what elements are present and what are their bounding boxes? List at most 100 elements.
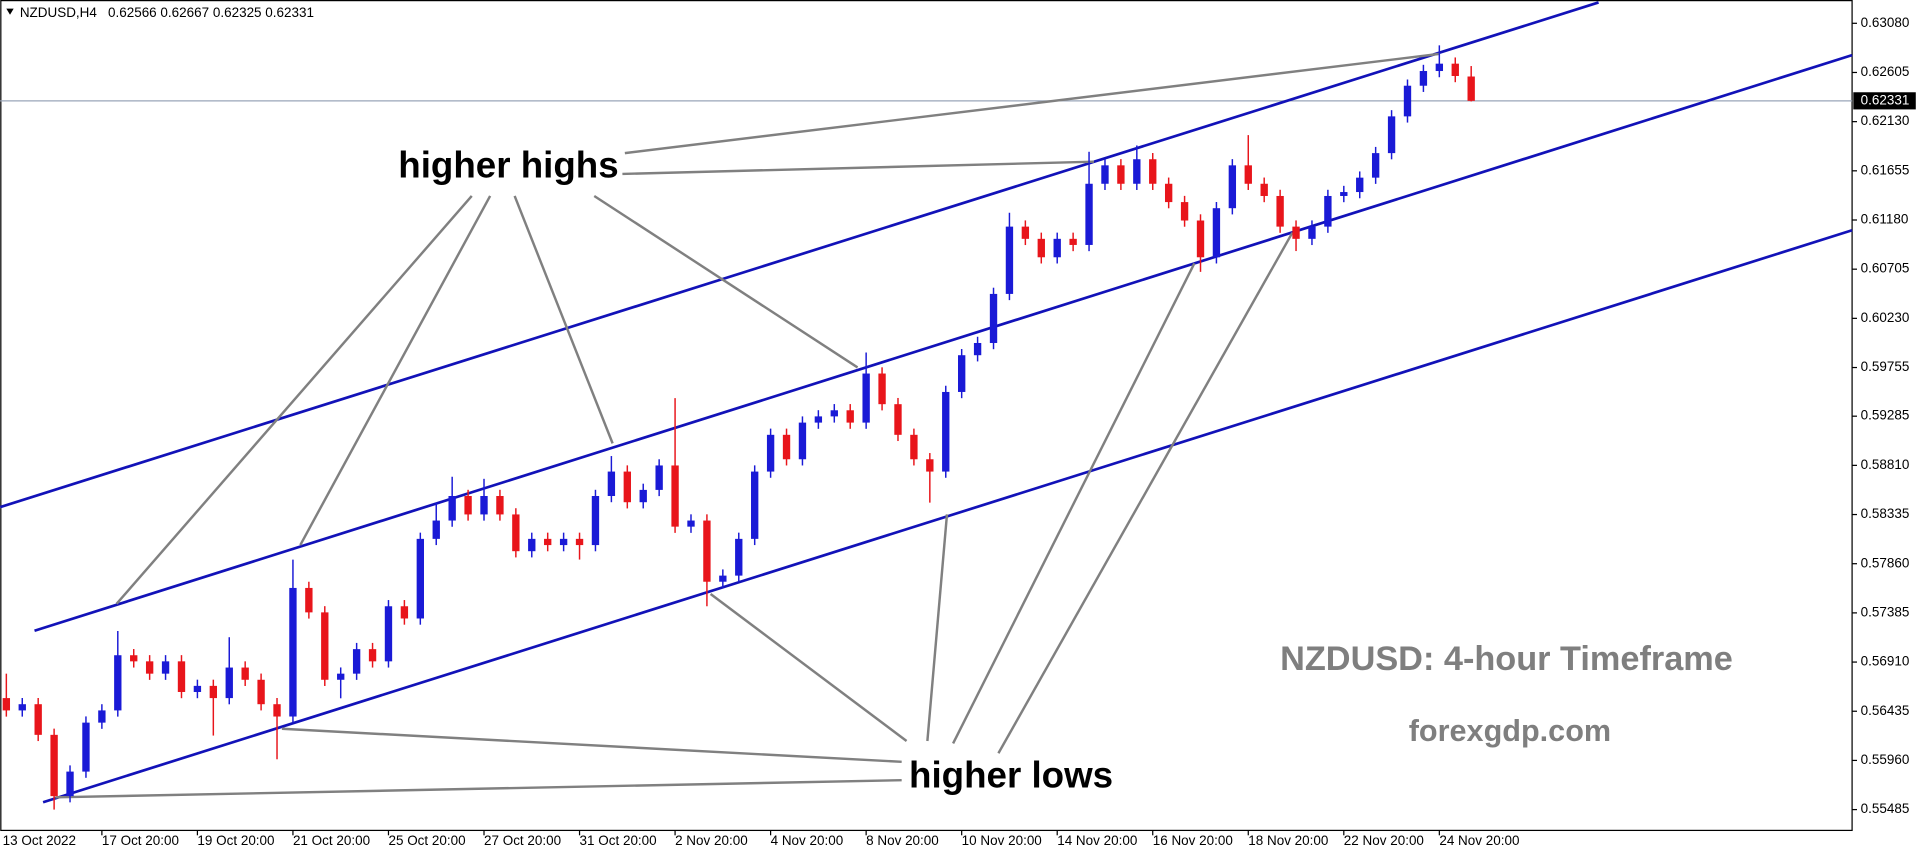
channel-line xyxy=(0,1,1599,509)
candle-body xyxy=(1260,183,1268,196)
candle-body xyxy=(50,734,58,797)
candle-body xyxy=(1308,226,1316,239)
x-tick-label: 31 Oct 20:00 xyxy=(580,833,657,848)
pointer-line xyxy=(281,727,902,764)
x-tick-label: 13 Oct 2022 xyxy=(3,833,76,848)
x-tick-label: 25 Oct 20:00 xyxy=(388,833,465,848)
y-tick-label: 0.55960 xyxy=(1861,752,1910,767)
candle-body xyxy=(607,471,616,497)
candle-body xyxy=(671,465,679,527)
y-tick-label: 0.60705 xyxy=(1861,261,1910,276)
candle-body xyxy=(958,355,966,392)
pointer-line xyxy=(299,195,492,546)
candle-body xyxy=(544,538,552,546)
x-tick-label: 24 Nov 20:00 xyxy=(1439,833,1519,848)
source: forexgdp.com xyxy=(1409,714,1611,748)
y-tick-label: 0.57860 xyxy=(1861,555,1910,570)
candles xyxy=(2,45,1475,810)
pointer-line xyxy=(55,778,902,799)
candle-body xyxy=(1164,183,1173,203)
ohlc-open: 0.62566 xyxy=(108,5,157,20)
pointer-line xyxy=(622,160,1094,176)
x-tick-label: 18 Nov 20:00 xyxy=(1248,833,1328,848)
candle-body xyxy=(1451,63,1459,76)
x-tick-label: 21 Oct 20:00 xyxy=(293,833,370,848)
candle-body xyxy=(512,514,520,552)
pointer-line xyxy=(624,52,1440,155)
candle-body xyxy=(1005,226,1014,294)
candle-body xyxy=(98,710,106,723)
candle-body xyxy=(1356,177,1364,193)
candle-body xyxy=(1021,226,1030,239)
candle-body xyxy=(862,373,870,423)
candle-body xyxy=(1196,220,1205,258)
candle-body xyxy=(193,685,202,692)
symbol-header: NZDUSD,H4 0.62566 0.62667 0.62325 0.6233… xyxy=(20,5,314,20)
x-tick-label: 16 Nov 20:00 xyxy=(1153,833,1233,848)
candle-body xyxy=(496,496,504,515)
ohlc-close: 0.62331 xyxy=(265,5,314,20)
candle-body xyxy=(1228,165,1237,209)
candle-body xyxy=(161,661,170,674)
candle-body xyxy=(703,520,711,582)
candle-body xyxy=(1340,192,1348,196)
candle-body xyxy=(368,649,377,662)
candle-body xyxy=(1387,116,1396,154)
candle-body xyxy=(1053,238,1061,258)
candle-body xyxy=(1180,202,1189,221)
candle-body xyxy=(782,434,791,460)
x-tick-label: 19 Oct 20:00 xyxy=(197,833,274,848)
y-tick-label: 0.58810 xyxy=(1861,457,1910,472)
symbol: NZDUSD,H4 xyxy=(20,5,98,20)
candle-body xyxy=(18,704,26,711)
candle-body xyxy=(66,771,74,797)
pointer-line xyxy=(709,593,908,742)
candle-body xyxy=(1324,195,1332,227)
candle-body xyxy=(687,520,695,527)
watermark: NZDUSD: 4-hour Timeframe xyxy=(1280,640,1733,678)
candle-body xyxy=(926,459,934,472)
ohlc-low: 0.62325 xyxy=(213,5,262,20)
candle-body xyxy=(145,661,154,674)
candle-body xyxy=(575,538,584,546)
candle-body xyxy=(942,391,950,472)
candle-body xyxy=(989,293,998,343)
candle-body xyxy=(305,587,313,613)
y-tick-label: 0.56910 xyxy=(1861,654,1910,669)
candle-body xyxy=(448,496,456,521)
x-tick-label: 27 Oct 20:00 xyxy=(484,833,561,848)
candle-body xyxy=(1101,165,1109,184)
drawing-layer xyxy=(0,1,1853,804)
menu-arrow xyxy=(6,8,14,15)
x-tick-label: 2 Nov 20:00 xyxy=(675,833,748,848)
price-tag-label: 0.62331 xyxy=(1861,92,1910,107)
candle-body xyxy=(766,434,775,472)
y-tick-label: 0.58335 xyxy=(1861,506,1910,521)
candle-body xyxy=(273,704,281,717)
candle-body xyxy=(910,434,918,460)
x-tick-label: 22 Nov 20:00 xyxy=(1344,833,1424,848)
candle-body xyxy=(1276,195,1284,227)
candle-body xyxy=(1212,208,1221,258)
candle-body xyxy=(973,342,982,356)
candle-body xyxy=(321,612,329,680)
candle-body xyxy=(751,471,759,539)
x-tick-label: 14 Nov 20:00 xyxy=(1057,833,1137,848)
candle-body xyxy=(82,722,90,772)
x-tick-label: 17 Oct 20:00 xyxy=(102,833,179,848)
pointer-line xyxy=(997,232,1294,754)
candle-body xyxy=(814,416,823,423)
candle-body xyxy=(1371,153,1380,178)
candle-body xyxy=(1292,226,1300,239)
candle-body xyxy=(480,496,488,515)
candle-body xyxy=(528,538,536,552)
candle-body xyxy=(623,471,631,503)
y-tick-label: 0.61655 xyxy=(1861,162,1910,177)
candle-body xyxy=(384,606,393,662)
candle-body xyxy=(337,673,345,680)
candle-body xyxy=(289,587,297,717)
candle-body xyxy=(894,404,902,435)
candle-body xyxy=(257,679,265,705)
y-tick-label: 0.60230 xyxy=(1861,310,1910,325)
